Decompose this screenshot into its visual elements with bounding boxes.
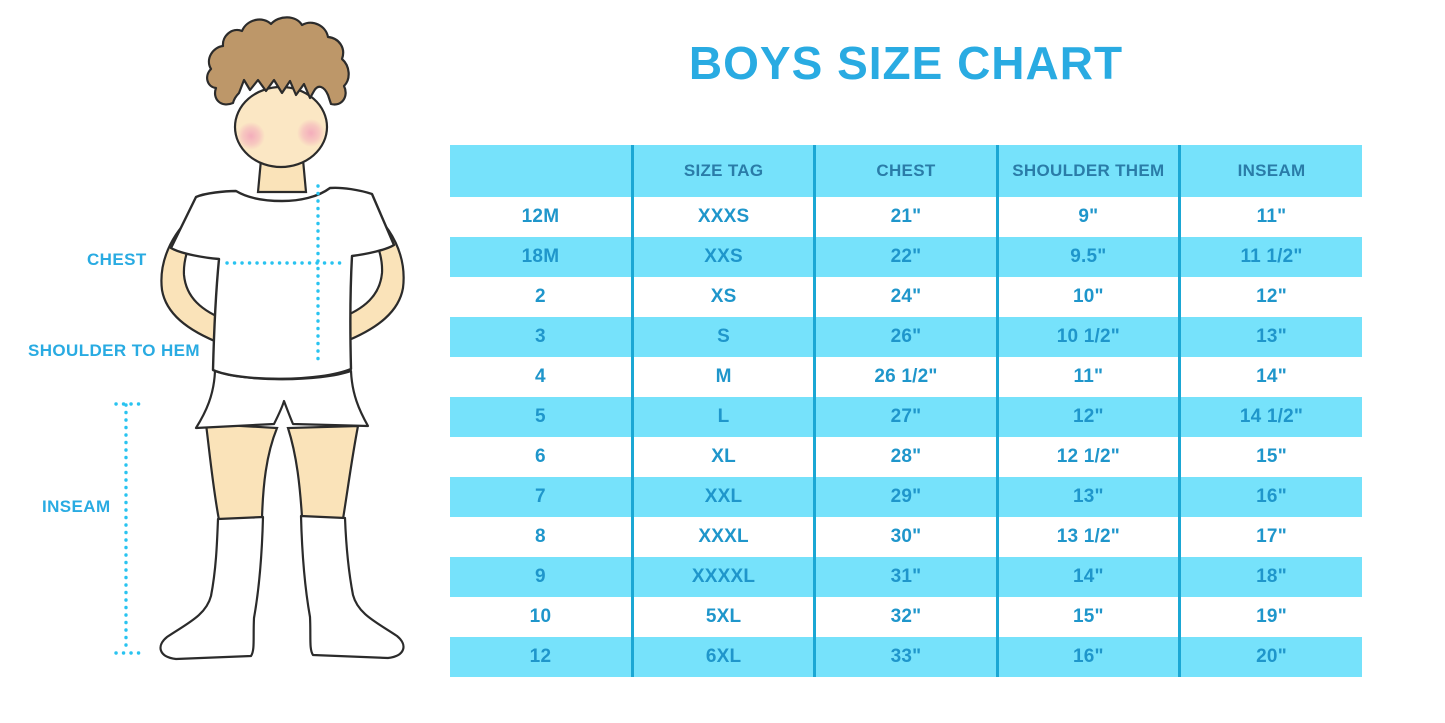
- header-cell-chest: CHEST: [814, 145, 999, 197]
- table-cell: XXL: [632, 477, 817, 517]
- inseam-measure-line: [114, 402, 143, 655]
- left-leg: [204, 422, 279, 522]
- table-row: 6 XL 28" 12 1/2" 15": [450, 437, 1362, 477]
- table-cell: 11": [1256, 206, 1287, 227]
- table-cell: 13": [1256, 326, 1287, 347]
- table-cell: 12": [1256, 286, 1287, 307]
- table-cell: 33": [814, 637, 999, 677]
- table-cell: 14 1/2": [1239, 406, 1304, 427]
- inseam-label: INSEAM: [42, 497, 111, 516]
- header-cell-size-tag: SIZE TAG: [632, 145, 817, 197]
- header-cell-shoulder: SHOULDER THEM: [997, 145, 1182, 197]
- right-cheek: [297, 119, 325, 147]
- table-cell: 12": [997, 397, 1182, 437]
- table-cell: 8: [450, 517, 634, 557]
- table-cell: 9.5": [997, 237, 1182, 277]
- header-cell-size: [450, 145, 634, 197]
- table-cell: 20": [1256, 646, 1287, 667]
- boy-figure-illustration: CHEST SHOULDER TO HEM INSEAM: [0, 0, 450, 723]
- table-cell: 10: [450, 597, 634, 637]
- table-cell: 30": [814, 517, 999, 557]
- table-cell: 10 1/2": [997, 317, 1182, 357]
- table-cell: 12: [450, 637, 634, 677]
- table-cell: M: [632, 357, 817, 397]
- table-row: 7 XXL 29" 13" 16": [450, 477, 1362, 517]
- table-cell: 15": [997, 597, 1182, 637]
- table-cell: 18": [1256, 566, 1287, 587]
- table-row: 5 L 27" 12" 14 1/2": [450, 397, 1362, 437]
- size-table: SIZE TAG CHEST SHOULDER THEM INSEAM 12M X…: [450, 145, 1362, 677]
- table-cell: 19": [1256, 606, 1287, 627]
- table-cell: 6: [450, 437, 634, 477]
- table-cell: XXXL: [632, 517, 817, 557]
- table-cell: 5XL: [632, 597, 817, 637]
- table-cell: 31": [814, 557, 999, 597]
- right-leg: [286, 424, 360, 521]
- table-cell: 12M: [450, 197, 634, 237]
- table-cell: 15": [1256, 446, 1287, 467]
- table-cell: 22": [814, 237, 999, 277]
- table-cell: 14": [997, 557, 1182, 597]
- table-cell: L: [632, 397, 817, 437]
- table-cell: 12 1/2": [997, 437, 1182, 477]
- table-cell: 3: [450, 317, 634, 357]
- chest-label: CHEST: [87, 250, 147, 269]
- table-cell: 18M: [450, 237, 634, 277]
- table-cell: S: [632, 317, 817, 357]
- table-cell: 6XL: [632, 637, 817, 677]
- table-cell: 29": [814, 477, 999, 517]
- table-cell: 14": [1256, 366, 1287, 387]
- table-cell: XXXS: [632, 197, 817, 237]
- table-row: 12 6XL 33" 16" 20": [450, 637, 1362, 677]
- table-cell: 13 1/2": [997, 517, 1182, 557]
- table-cell: 16": [1256, 486, 1287, 507]
- table-row: 2 XS 24" 10" 12": [450, 277, 1362, 317]
- header-row: SIZE TAG CHEST SHOULDER THEM INSEAM: [450, 145, 1362, 197]
- table-cell: 24": [814, 277, 999, 317]
- table-cell: 21": [814, 197, 999, 237]
- header-cell-inseam: INSEAM: [1237, 161, 1306, 180]
- boy-figure-svg: [114, 16, 405, 661]
- table-cell: 7: [450, 477, 634, 517]
- right-sock: [299, 514, 405, 660]
- table-cell: 11": [997, 357, 1182, 397]
- hair: [206, 16, 350, 106]
- size-table-body: 12M XXXS 21" 9" 11" 18M XXS 22" 9.5" 11 1/2" 2 XS 24…: [450, 197, 1362, 677]
- table-cell: 2: [450, 277, 634, 317]
- table-cell: 26": [814, 317, 999, 357]
- table-cell: 32": [814, 597, 999, 637]
- table-cell: XXS: [632, 237, 817, 277]
- table-row: 9 XXXXL 31" 14" 18": [450, 557, 1362, 597]
- table-cell: 9": [997, 197, 1182, 237]
- table-cell: 5: [450, 397, 634, 437]
- table-row: 4 M 26 1/2" 11" 14": [450, 357, 1362, 397]
- shoulder-to-hem-label: SHOULDER TO HEM: [28, 341, 200, 360]
- tshirt: [169, 186, 396, 381]
- left-cheek: [237, 122, 265, 150]
- table-cell: 17": [1256, 526, 1287, 547]
- table-cell: 26 1/2": [814, 357, 999, 397]
- table-cell: 13": [997, 477, 1182, 517]
- size-table-header: SIZE TAG CHEST SHOULDER THEM INSEAM: [450, 145, 1362, 197]
- table-cell: 11 1/2": [1240, 246, 1303, 267]
- table-row: 8 XXXL 30" 13 1/2" 17": [450, 517, 1362, 557]
- table-cell: XXXXL: [632, 557, 817, 597]
- table-cell: 16": [997, 637, 1182, 677]
- table-cell: 27": [814, 397, 999, 437]
- table-cell: 9: [450, 557, 634, 597]
- table-row: 12M XXXS 21" 9" 11": [450, 197, 1362, 237]
- table-cell: 10": [997, 277, 1182, 317]
- table-row: 18M XXS 22" 9.5" 11 1/2": [450, 237, 1362, 277]
- table-row: 3 S 26" 10 1/2" 13": [450, 317, 1362, 357]
- table-row: 10 5XL 32" 15" 19": [450, 597, 1362, 637]
- table-cell: 4: [450, 357, 634, 397]
- left-sock: [159, 515, 265, 661]
- page-title: BOYS SIZE CHART: [688, 37, 1124, 89]
- table-cell: XS: [632, 277, 817, 317]
- table-cell: XL: [632, 437, 817, 477]
- table-cell: 28": [814, 437, 999, 477]
